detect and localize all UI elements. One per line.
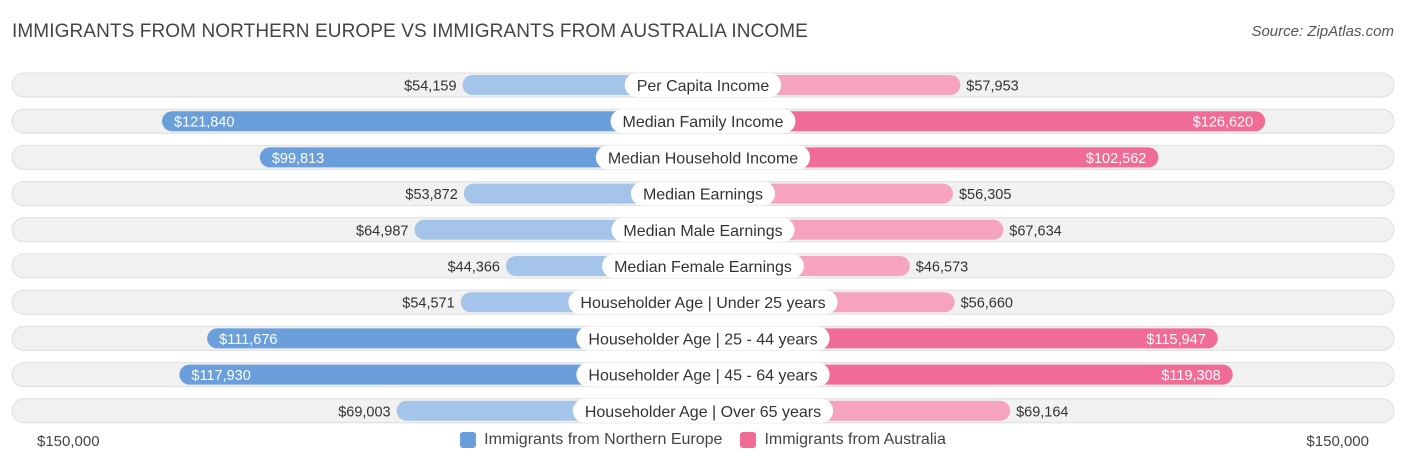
legend-item-australia[interactable]: Immigrants from Australia bbox=[740, 431, 946, 449]
category-label-median-family-income: Median Family Income bbox=[623, 114, 784, 131]
category-pill-median-male-earnings bbox=[611, 217, 795, 242]
bar-northern-europe-householder-age-45-64-years bbox=[179, 364, 703, 385]
category-label-householder-age-25-44-years: Householder Age | 25 - 44 years bbox=[588, 331, 817, 348]
value-label-northern-europe-householder-age-25-44-years: $111,676 bbox=[219, 332, 277, 348]
category-label-householder-age-45-64-years: Householder Age | 45 - 64 years bbox=[588, 368, 817, 385]
category-pill-householder-age-45-64-years bbox=[576, 362, 830, 387]
legend-label-australia: Immigrants from Australia bbox=[764, 431, 946, 448]
category-pill-householder-age-25-44-years bbox=[576, 326, 830, 351]
chart-title: IMMIGRANTS FROM NORTHERN EUROPE VS IMMIG… bbox=[12, 21, 808, 42]
value-label-northern-europe-median-earnings: $53,872 bbox=[405, 187, 457, 203]
bar-australia-median-family-income bbox=[703, 111, 1266, 132]
category-label-median-female-earnings: Median Female Earnings bbox=[614, 259, 792, 276]
value-label-northern-europe-median-household-income: $99,813 bbox=[272, 151, 324, 167]
value-label-australia-median-earnings: $56,305 bbox=[959, 187, 1011, 203]
axis-right-max-label: $150,000 bbox=[1306, 433, 1369, 450]
bar-northern-europe-median-household-income bbox=[259, 147, 703, 168]
value-label-northern-europe-median-family-income: $121,840 bbox=[174, 115, 234, 131]
bar-australia-householder-age-45-64-years bbox=[703, 364, 1233, 385]
bar-australia-householder-age-25-44-years bbox=[703, 328, 1218, 349]
value-label-australia-median-female-earnings: $46,573 bbox=[916, 260, 968, 276]
legend-label-northern-europe: Immigrants from Northern Europe bbox=[484, 431, 723, 448]
category-pill-householder-age-over-65-years bbox=[572, 398, 834, 423]
value-label-australia-median-family-income: $126,620 bbox=[1193, 115, 1253, 131]
category-label-householder-age-under-25-years: Householder Age | Under 25 years bbox=[580, 295, 825, 312]
value-label-australia-householder-age-under-25-years: $56,660 bbox=[961, 296, 1013, 312]
value-label-northern-europe-median-male-earnings: $64,987 bbox=[356, 223, 408, 239]
value-label-australia-householder-age-25-44-years: $115,947 bbox=[1146, 332, 1205, 348]
category-pill-householder-age-under-25-years bbox=[568, 290, 838, 315]
category-pill-median-household-income bbox=[595, 145, 811, 170]
value-label-australia-per-capita-income: $57,953 bbox=[966, 79, 1018, 95]
value-label-australia-householder-age-over-65-years: $69,164 bbox=[1016, 404, 1068, 420]
diverging-bar-chart: $54,159 $57,953 Per Capita Income $121,840 $… bbox=[11, 72, 1395, 424]
category-label-median-household-income: Median Household Income bbox=[608, 150, 798, 167]
category-label-householder-age-over-65-years: Householder Age | Over 65 years bbox=[585, 404, 821, 421]
source-note: Source: ZipAtlas.com bbox=[1251, 23, 1394, 40]
category-pill-per-capita-income bbox=[624, 73, 782, 97]
value-label-northern-europe-householder-age-over-65-years: $69,003 bbox=[338, 404, 390, 420]
value-label-australia-householder-age-45-64-years: $119,308 bbox=[1161, 368, 1220, 384]
legend-item-northern-europe[interactable]: Immigrants from Northern Europe bbox=[460, 431, 722, 449]
legend-swatch-northern-europe bbox=[460, 432, 477, 448]
category-label-per-capita-income: Per Capita Income bbox=[637, 78, 770, 95]
legend: Immigrants from Northern Europe Immigran… bbox=[0, 431, 1406, 449]
value-label-northern-europe-median-female-earnings: $44,366 bbox=[448, 260, 500, 276]
legend-swatch-australia bbox=[740, 432, 757, 448]
category-pill-median-family-income bbox=[610, 109, 796, 134]
value-label-northern-europe-householder-age-45-64-years: $117,930 bbox=[191, 368, 250, 384]
bar-australia-median-household-income bbox=[703, 147, 1159, 168]
axis-left-max-label: $150,000 bbox=[37, 433, 100, 450]
category-label-median-earnings: Median Earnings bbox=[643, 187, 763, 204]
bar-northern-europe-median-family-income bbox=[162, 111, 703, 132]
value-label-northern-europe-householder-age-under-25-years: $54,571 bbox=[402, 296, 454, 312]
value-label-australia-median-male-earnings: $67,634 bbox=[1009, 223, 1061, 239]
value-label-australia-median-household-income: $102,562 bbox=[1086, 151, 1146, 167]
value-label-northern-europe-per-capita-income: $54,159 bbox=[404, 79, 456, 95]
category-pill-median-earnings bbox=[630, 181, 776, 206]
category-label-median-male-earnings: Median Male Earnings bbox=[623, 223, 782, 240]
category-pill-median-female-earnings bbox=[602, 254, 804, 278]
